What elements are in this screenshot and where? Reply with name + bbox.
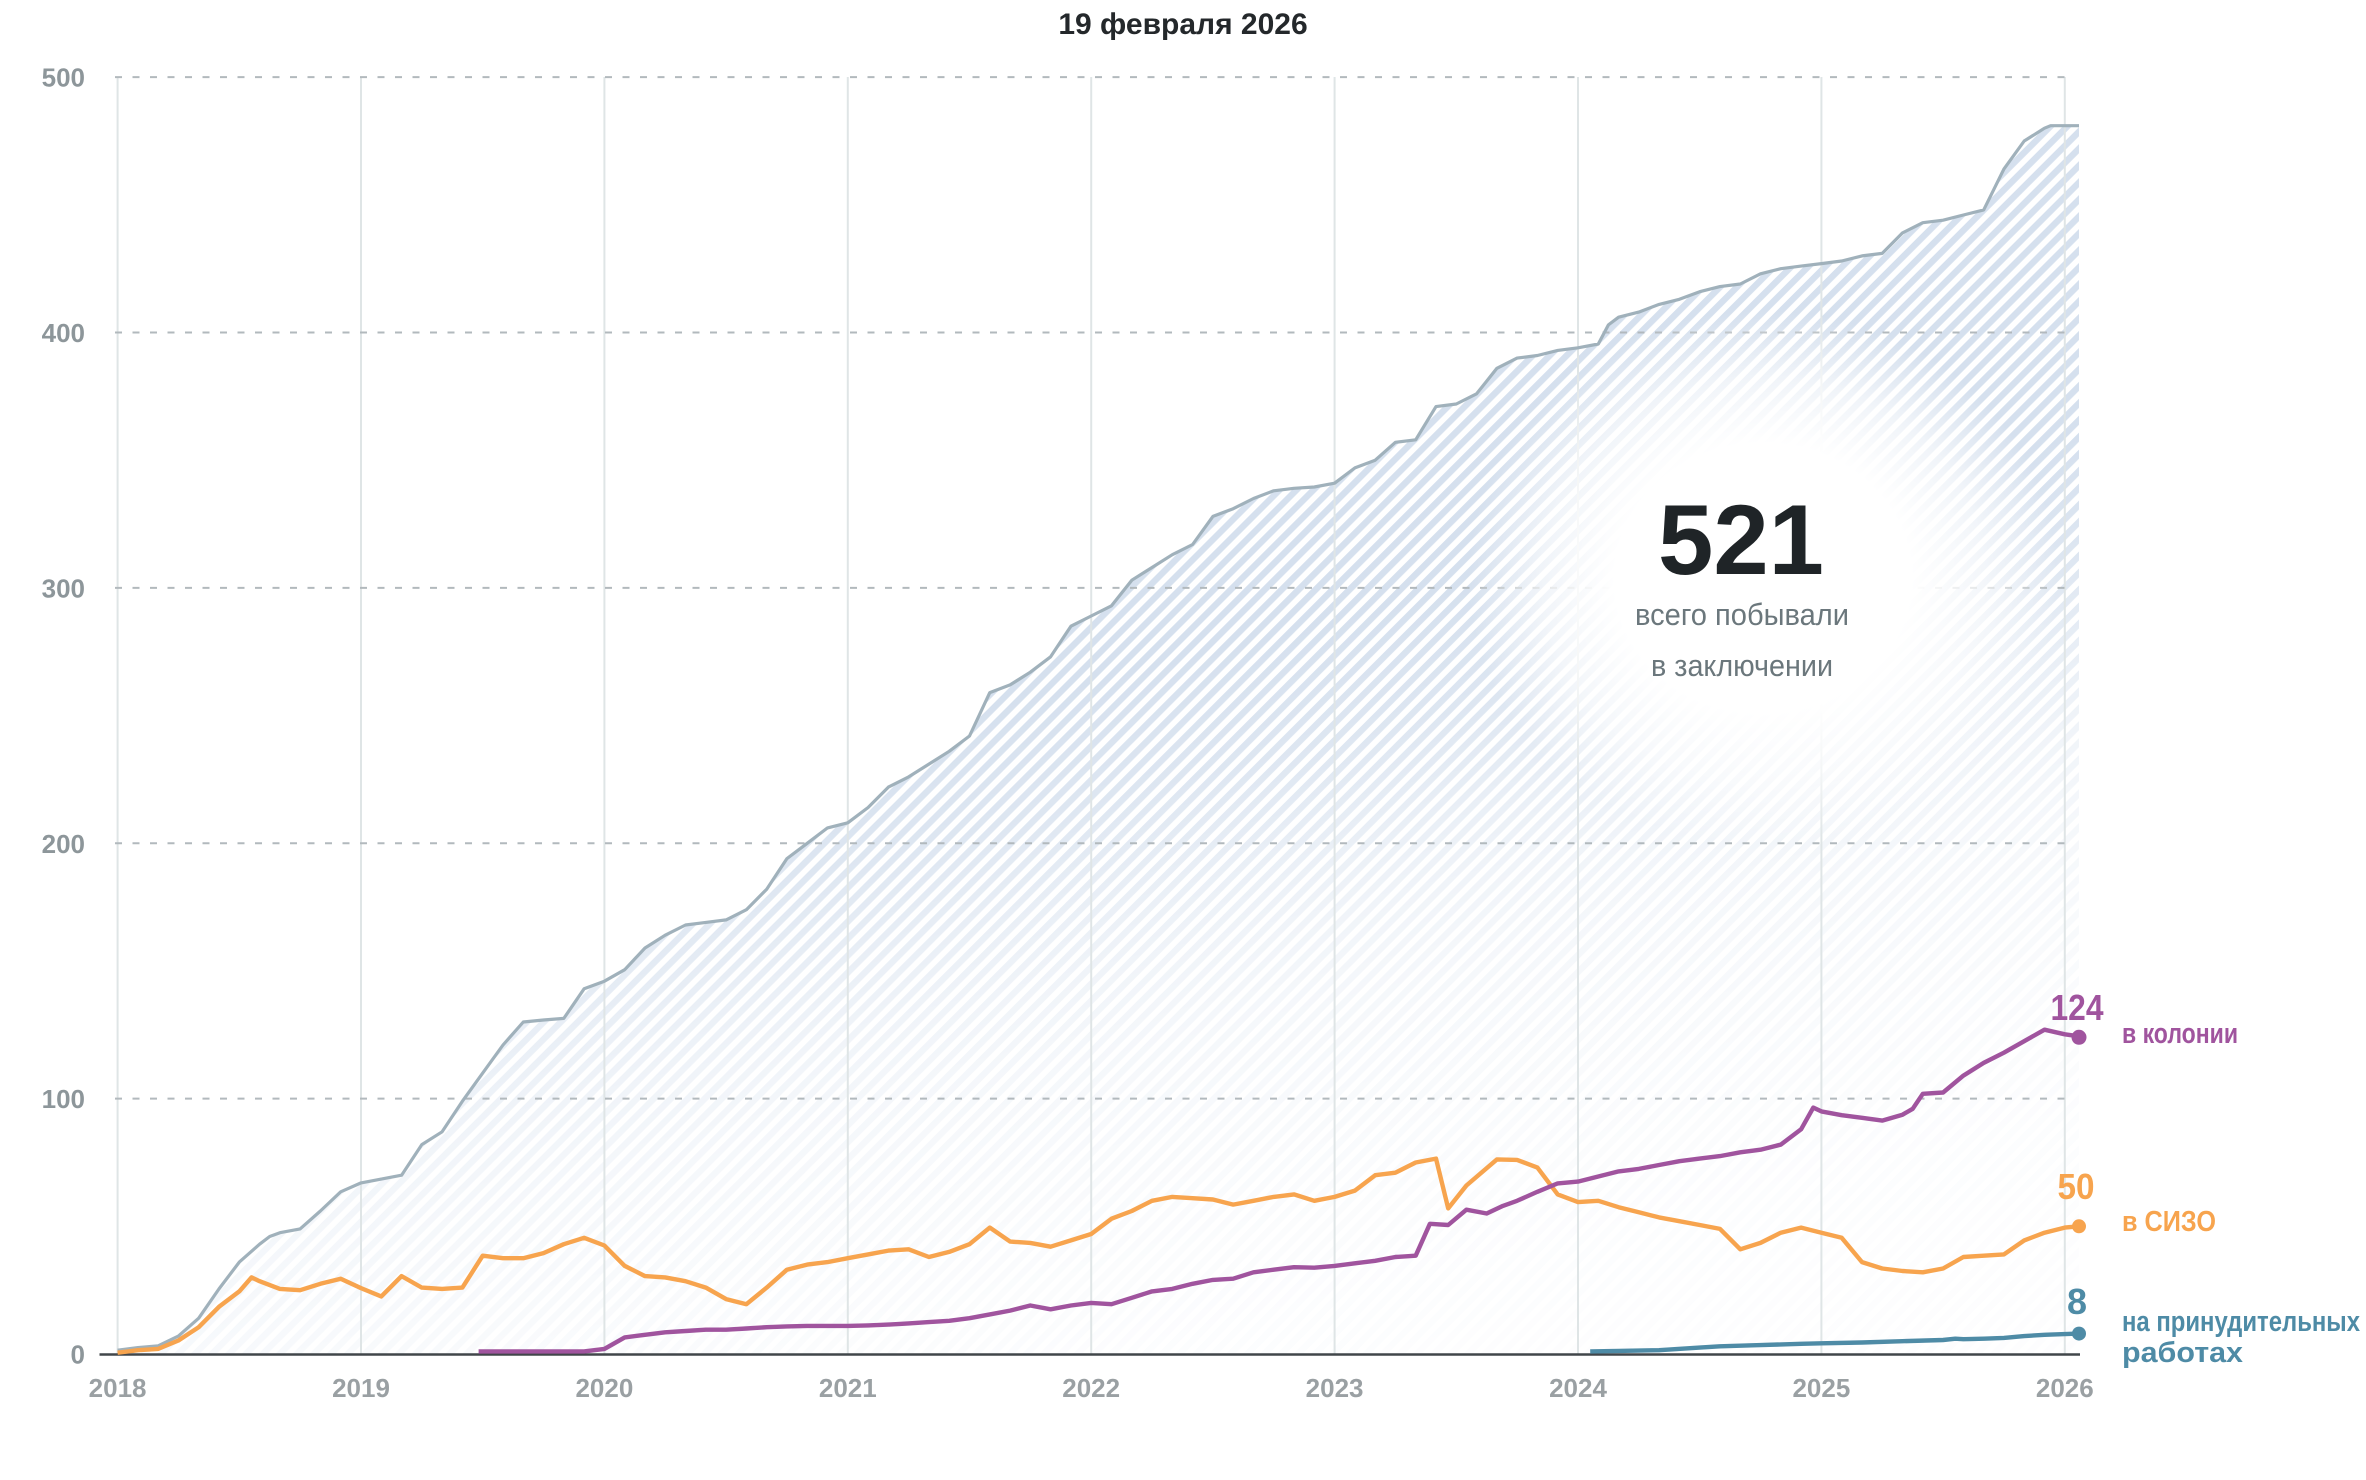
svg-text:2021: 2021 (819, 1373, 877, 1403)
svg-text:2026: 2026 (2036, 1373, 2094, 1403)
svg-text:0: 0 (71, 1340, 85, 1370)
svg-text:8: 8 (2067, 1281, 2087, 1322)
svg-text:2025: 2025 (1792, 1373, 1850, 1403)
svg-text:50: 50 (2058, 1166, 2095, 1207)
svg-text:500: 500 (42, 63, 85, 93)
svg-text:в колонии: в колонии (2122, 1018, 2238, 1050)
svg-text:124: 124 (2051, 987, 2104, 1028)
svg-text:на принудительных: на принудительных (2122, 1306, 2360, 1338)
svg-text:200: 200 (42, 829, 85, 859)
svg-text:400: 400 (42, 318, 85, 348)
svg-text:работах: работах (2122, 1337, 2243, 1369)
svg-text:300: 300 (42, 573, 85, 603)
svg-text:2022: 2022 (1062, 1373, 1120, 1403)
svg-text:в СИЗО: в СИЗО (2122, 1206, 2216, 1238)
svg-text:2018: 2018 (89, 1373, 147, 1403)
svg-text:521: 521 (1658, 484, 1824, 595)
svg-text:2024: 2024 (1549, 1373, 1607, 1403)
svg-text:100: 100 (42, 1084, 85, 1114)
svg-text:всего побывали: всего побывали (1635, 597, 1849, 632)
svg-text:2019: 2019 (332, 1373, 390, 1403)
svg-text:2023: 2023 (1306, 1373, 1364, 1403)
svg-text:в заключении: в заключении (1651, 648, 1833, 683)
svg-text:2020: 2020 (575, 1373, 633, 1403)
svg-text:19 февраля 2026: 19 февраля 2026 (1058, 8, 1307, 41)
